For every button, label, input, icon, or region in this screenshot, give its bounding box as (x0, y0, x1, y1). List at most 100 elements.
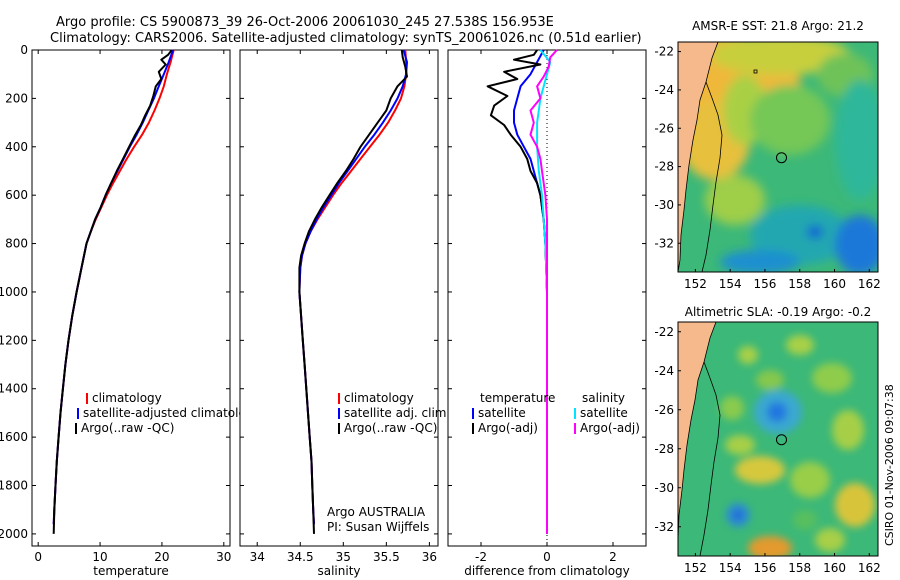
legend-marker-argo (338, 423, 340, 434)
salinity-panel: 34 34.5 35 35.5 36 salinity climatology sate… (239, 49, 450, 578)
lat-tick-label: -28 (654, 160, 674, 174)
temperature-panel: 0 200 400 600 800 1000 1200 1400 1600 1800 2000 0 1… (0, 43, 253, 578)
difference-x-axis: -2 0 2 (475, 50, 617, 564)
legend-marker-sal-argo (574, 423, 576, 434)
x-tick-label: 20 (154, 550, 169, 564)
sla-map-title: Altimetric SLA: -0.19 Argo: -0.2 (685, 305, 872, 319)
sst-argo-location-marker (776, 152, 787, 164)
sla-argo-location-marker (776, 434, 787, 446)
sst-depth-contour (701, 81, 723, 272)
salinity-x-axis: 34 34.5 35 35.5 36 (250, 50, 437, 564)
temperature-profile-lines (52, 49, 175, 534)
x-tick-label: 2 (609, 550, 617, 564)
legend-marker-climatology (338, 393, 340, 404)
lat-tick-label: -22 (654, 325, 674, 339)
legend-label-satellite-adjusted: satellite-adjusted climatolog (83, 406, 253, 420)
salinity-xlabel: salinity (317, 564, 360, 578)
legend-marker-temp-argo (472, 423, 474, 434)
lat-tick-label: -26 (654, 121, 674, 135)
depth-tick-label: 1800 (0, 479, 28, 493)
x-tick-label: -2 (475, 550, 487, 564)
depth-tick-label: 200 (5, 91, 28, 105)
difference-legend: temperature satellite Argo(-adj) salinit… (472, 391, 640, 435)
salinity-depth-ticks (240, 49, 438, 535)
lat-tick-label: -24 (654, 364, 674, 378)
series-line-argo-raw-qc (298, 49, 408, 534)
legend-label-argo: Argo(..raw -QC) (344, 421, 437, 435)
depth-tick-label: 1600 (0, 430, 28, 444)
lat-tick-label: -32 (654, 520, 674, 534)
salinity-profile-lines (298, 49, 408, 534)
legend-label-satellite-adjusted: satellite adj. clim. (344, 406, 450, 420)
legend-marker-satellite-adjusted (77, 408, 79, 419)
legend-marker-sal-satellite (574, 408, 576, 419)
lon-tick-label: 162 (858, 561, 881, 575)
lon-tick-label: 160 (823, 277, 846, 291)
depth-tick-label: 600 (5, 188, 28, 202)
legend-label-argo: Argo(..raw -QC) (81, 421, 174, 435)
argo-annotation-line-1: Argo AUSTRALIA (327, 505, 426, 519)
temperature-x-axis: 0 10 20 30 (34, 50, 231, 564)
temperature-xlabel: temperature (93, 564, 168, 578)
lon-tick-label: 154 (719, 277, 742, 291)
depth-tick-label: 1400 (0, 382, 28, 396)
legend-label-climatology: climatology (92, 391, 162, 405)
legend-title-temperature: temperature (480, 391, 555, 405)
sst-field (678, 42, 878, 272)
legend-label-sal-satellite: satellite (580, 406, 628, 420)
sst-map-frame (677, 41, 879, 273)
series-line-argo-raw-qc (52, 49, 173, 534)
legend-label-temp-argo: Argo(-adj) (478, 421, 538, 435)
x-tick-label: 0 (543, 550, 551, 564)
header-line-1: Argo profile: CS 5900873_39 26-Oct-2006 … (56, 15, 554, 30)
legend-label-sal-argo: Argo(-adj) (580, 421, 640, 435)
argo-annotation-line-2: PI: Susan Wijffels (327, 520, 429, 534)
depth-tick-label: 400 (5, 140, 28, 154)
series-line-salinity-satellite (536, 49, 552, 525)
legend-marker-climatology (86, 393, 88, 404)
difference-panel: -2 0 2 difference from climatology tempera… (447, 49, 647, 578)
x-tick-label: 35.5 (373, 550, 400, 564)
lon-tick-label: 158 (788, 561, 811, 575)
sla-map-frame (677, 321, 879, 557)
difference-profile-lines (486, 49, 558, 534)
salinity-axes-frame (239, 49, 439, 547)
lon-tick-label: 154 (719, 561, 742, 575)
salinity-legend: climatology satellite adj. clim. Argo(..… (338, 391, 450, 435)
sla-field (678, 322, 878, 556)
lon-tick-label: 156 (754, 561, 777, 575)
lat-tick-label: -30 (654, 481, 674, 495)
depth-tick-label: 1000 (0, 285, 28, 299)
depth-tick-label: 1200 (0, 333, 28, 347)
temperature-legend: climatology satellite-adjusted climatolo… (75, 391, 253, 435)
sst-map-panel: AMSR-E SST: 21.8 Argo: 21.2 152 (654, 19, 881, 291)
sla-map-panel: Altimetric SLA: -0.19 Argo: -0.2 (654, 305, 880, 575)
sst-map-title: AMSR-E SST: 21.8 Argo: 21.2 (692, 19, 864, 33)
difference-depth-ticks (448, 49, 646, 535)
difference-xlabel: difference from climatology (464, 564, 630, 578)
lon-tick-label: 162 (858, 277, 881, 291)
lat-tick-label: -22 (654, 45, 674, 59)
sla-depth-contour (699, 361, 721, 556)
x-tick-label: 36 (422, 550, 437, 564)
depth-tick-label: 800 (5, 237, 28, 251)
x-tick-label: 10 (92, 550, 107, 564)
lat-tick-label: -24 (654, 83, 674, 97)
legend-label-temp-satellite: satellite (478, 406, 526, 420)
lon-tick-label: 156 (754, 277, 777, 291)
sst-land (678, 42, 719, 272)
header-line-2: Climatology: CARS2006. Satellite-adjuste… (50, 31, 642, 46)
x-tick-label: 34 (250, 550, 265, 564)
x-tick-label: 35 (336, 550, 351, 564)
depth-tick-label: 2000 (0, 527, 28, 541)
lat-tick-label: -26 (654, 403, 674, 417)
depth-tick-label: 0 (20, 43, 28, 57)
temperature-axes-frame (31, 49, 231, 547)
legend-marker-argo (75, 423, 77, 434)
legend-title-salinity: salinity (582, 391, 625, 405)
lon-tick-label: 152 (684, 277, 707, 291)
depth-axis: 0 200 400 600 800 1000 1200 1400 1600 1800 2000 (0, 43, 230, 541)
sla-map-axes: 152 154 156 158 160 162 -22 -24 -26 -28 -30 -32 (654, 325, 880, 575)
x-tick-label: 30 (216, 550, 231, 564)
